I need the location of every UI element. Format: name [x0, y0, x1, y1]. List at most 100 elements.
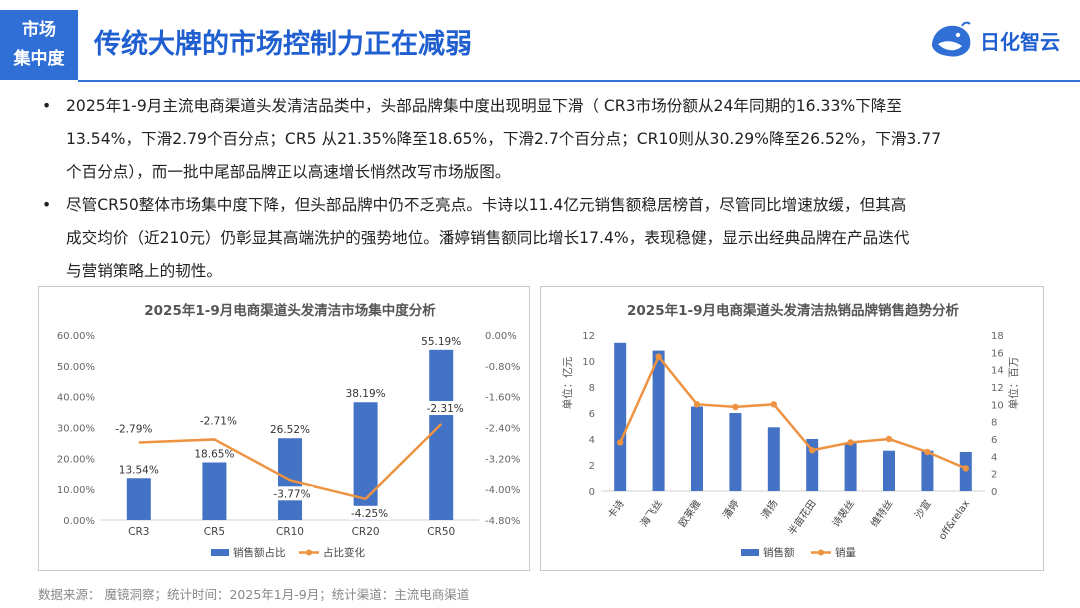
right-axis-tick-label: 16: [991, 348, 1004, 359]
page-title: 传统大牌的市场控制力正在减弱: [94, 29, 472, 60]
x-tick-label: CR3: [128, 526, 149, 538]
line-point: [962, 465, 969, 472]
right-axis-tick-label: 18: [991, 331, 1004, 342]
legend-bar-label: 销售额: [763, 546, 795, 559]
right-axis-tick-label: -4.80%: [485, 516, 520, 527]
concentration-chart: 2025年1-9月电商渠道头发清洁市场集中度分析 0.00% 10.00% 20.00…: [57, 302, 521, 559]
bullet-line: 成交均价（近210元）仍彰显其高端洗护的强势地位。潘婷销售额同比增长17.4%，…: [66, 229, 910, 247]
line-point: [655, 353, 662, 360]
x-tick-label: 欧莱雅: [676, 497, 704, 529]
bar: [844, 442, 857, 491]
left-axis-tick-label: 10.00%: [57, 485, 95, 496]
right-axis-tick-label: -0.80%: [485, 362, 520, 373]
line-value-label: -2.71%: [200, 415, 237, 427]
left-axis-tick-label: 30.00%: [57, 424, 95, 435]
bar: [729, 413, 742, 491]
right-axis-tick-label: -1.60%: [485, 393, 520, 404]
x-tick-label: off&relax: [937, 498, 972, 542]
legend-line-label: 销量: [835, 546, 856, 559]
header-divider: [78, 80, 1080, 82]
right-axis-tick-label: 14: [991, 366, 1004, 377]
line-point: [693, 401, 701, 408]
x-tick-label: CR5: [204, 526, 225, 538]
line-point: [847, 439, 854, 446]
legend-bar-label: 销售额占比: [233, 546, 286, 559]
right-axis-tick-label: 6: [991, 435, 997, 446]
x-tick-label: 清扬: [758, 497, 780, 521]
line-label-bg: [348, 505, 391, 520]
concentration-chart-panel: 2025年1-9月电商渠道头发清洁市场集中度分析 0.00% 10.00% 20.00…: [38, 286, 530, 571]
brand-sales-chart-panel: 2025年1-9月电商渠道头发清洁热销品牌销售趋势分析 0 2 4 6 8 10 12 0 2 4 6…: [540, 286, 1044, 571]
right-axis-tick-label: -3.20%: [485, 454, 520, 465]
line-point: [617, 439, 624, 446]
right-axis-tick-label: 10: [991, 400, 1004, 411]
line-label-bg: [424, 401, 467, 416]
bullet-line: 与营销策略上的韧性。: [66, 262, 222, 280]
bullet-line: 尽管CR50整体市场集中度下降，但头部品牌中仍不乏亮点。卡诗以11.4亿元销售额…: [66, 196, 907, 214]
bar: [429, 349, 454, 520]
bar-value-label: 38.19%: [346, 388, 386, 400]
line-series: [619, 354, 967, 470]
bullet-line: 个百分点），而一批中尾部品牌正以高速增长悄然改写市场版图。: [66, 163, 511, 181]
line-label-bg: [112, 421, 155, 436]
left-axis-tick-label: 40.00%: [57, 393, 95, 404]
x-tick-label: 沙宣: [912, 497, 934, 521]
legend-line-marker: [306, 549, 312, 556]
section-tag: 市场 集中度: [0, 10, 78, 80]
line-value-label: -2.79%: [115, 424, 152, 436]
x-tick-label: CR20: [352, 526, 380, 538]
brand-logo: 日化智云: [928, 20, 1060, 60]
bar: [691, 406, 703, 491]
line-point: [809, 447, 816, 454]
bar-value-label: 55.19%: [421, 336, 461, 348]
left-axis-tick-label: 20.00%: [57, 454, 95, 465]
line-point: [924, 448, 931, 456]
bullet-item: 2025年1-9月主流电商渠道头发清洁品类中，头部品牌集中度出现明显下滑（ CR…: [22, 90, 1062, 189]
left-axis-tick-label: 8: [589, 383, 595, 394]
left-axis-label: 单位：亿元: [561, 356, 574, 409]
legend-bar-swatch: [741, 549, 759, 556]
bar: [202, 462, 227, 520]
line-value-label: -3.77%: [273, 488, 310, 500]
x-tick-label: 潘婷: [720, 497, 742, 521]
logo-text: 日化智云: [980, 29, 1060, 54]
line-value-label: -4.25%: [351, 508, 388, 520]
right-axis-tick-label: 12: [991, 383, 1004, 394]
x-tick-label: 卡诗: [605, 497, 627, 521]
x-tick-label: CR10: [276, 526, 304, 538]
left-axis-tick-label: 6: [589, 409, 595, 420]
left-axis-tick-label: 4: [589, 435, 595, 446]
right-axis-tick-label: 8: [991, 418, 997, 429]
right-axis-tick-label: -4.00%: [485, 485, 520, 496]
bar: [126, 478, 151, 520]
bar: [883, 450, 895, 491]
brand-sales-chart: 2025年1-9月电商渠道头发清洁热销品牌销售趋势分析 0 2 4 6 8 10 12 0 2 4 6…: [561, 302, 1020, 559]
right-axis-tick-label: 2: [991, 470, 997, 481]
right-axis-label: 单位：百万: [1007, 357, 1020, 410]
section-tag-line2: 集中度: [13, 49, 65, 69]
legend-bar-swatch: [211, 549, 229, 556]
section-tag-line1: 市场: [22, 20, 56, 40]
x-tick-label: 诗裴丝: [829, 497, 857, 529]
bar-value-label: 18.65%: [194, 448, 234, 460]
bullet-line: 13.54%，下滑2.79个百分点；CR5 从21.35%降至18.65%，下滑…: [66, 130, 942, 148]
left-axis-tick-label: 12: [582, 331, 595, 342]
line-point: [885, 435, 893, 443]
bar: [921, 450, 934, 491]
left-axis-tick-label: 10: [582, 357, 595, 368]
line-label-bg: [197, 413, 240, 428]
line-value-label: -2.31%: [427, 403, 464, 415]
bar: [353, 402, 378, 520]
right-axis-tick-label: 0: [991, 487, 997, 498]
bullet-line: 2025年1-9月主流电商渠道头发清洁品类中，头部品牌集中度出现明显下滑（ CR…: [66, 97, 902, 115]
left-axis-tick-label: 0.00%: [63, 516, 95, 527]
chart-title: 2025年1-9月电商渠道头发清洁热销品牌销售趋势分析: [627, 302, 959, 319]
legend-line-marker: [818, 549, 824, 556]
left-axis-tick-label: 60.00%: [57, 331, 95, 342]
bullet-list: 2025年1-9月主流电商渠道头发清洁品类中，头部品牌集中度出现明显下滑（ CR…: [22, 90, 1062, 288]
left-axis-tick-label: 2: [589, 461, 595, 472]
whale-logo-icon: [932, 21, 971, 57]
x-tick-label: 半亩花田: [785, 497, 819, 537]
bar: [652, 350, 665, 491]
bar: [767, 427, 780, 491]
